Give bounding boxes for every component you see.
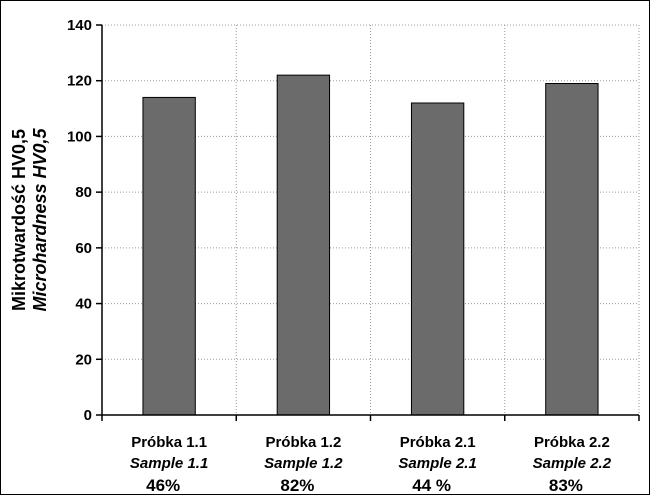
bar [410,102,465,416]
tick-label-layer: 0 20 40 60 80 100 120 140 [67,17,640,424]
bar [276,74,331,416]
category-note: 83% [549,476,583,494]
y-tick-label: 0 [84,407,92,424]
category-label: Próbka 2.2 [534,434,610,451]
category-label: Próbka 1.1 [131,434,207,451]
y-tick-label: 100 [67,128,92,145]
category-label-en: Sample 1.2 [264,455,343,472]
y-axis-label-en: Microhardness HV0,5 [30,127,50,311]
y-tick-label: 60 [75,240,92,257]
y-tick-label: 80 [75,184,92,201]
category-note: 46% [146,476,180,494]
category-label-en: Sample 1.1 [130,455,208,472]
y-tick-label: 140 [67,17,92,34]
y-tick-label: 20 [75,351,92,368]
category-label-en: Sample 2.2 [533,455,612,472]
y-axis-title: Mikrotwardość HV0,5 Microhardness HV0,5 [9,127,50,311]
y-axis-label: Mikrotwardość HV0,5 [9,129,29,311]
bar-layer [142,74,599,416]
category-label-en: Sample 2.1 [398,455,476,472]
category-label: Próbka 2.1 [400,434,476,451]
category-label: Próbka 1.2 [265,434,341,451]
bar [545,83,599,416]
category-note: 82% [280,476,314,494]
y-tick-label: 40 [75,296,92,313]
bar [142,96,196,416]
y-tick-label: 120 [67,73,92,90]
category-label-layer: Próbka 1.1 Sample 1.1 46% Próbka 1.2 Sample … [130,434,612,495]
category-note: 44 % [412,476,451,494]
